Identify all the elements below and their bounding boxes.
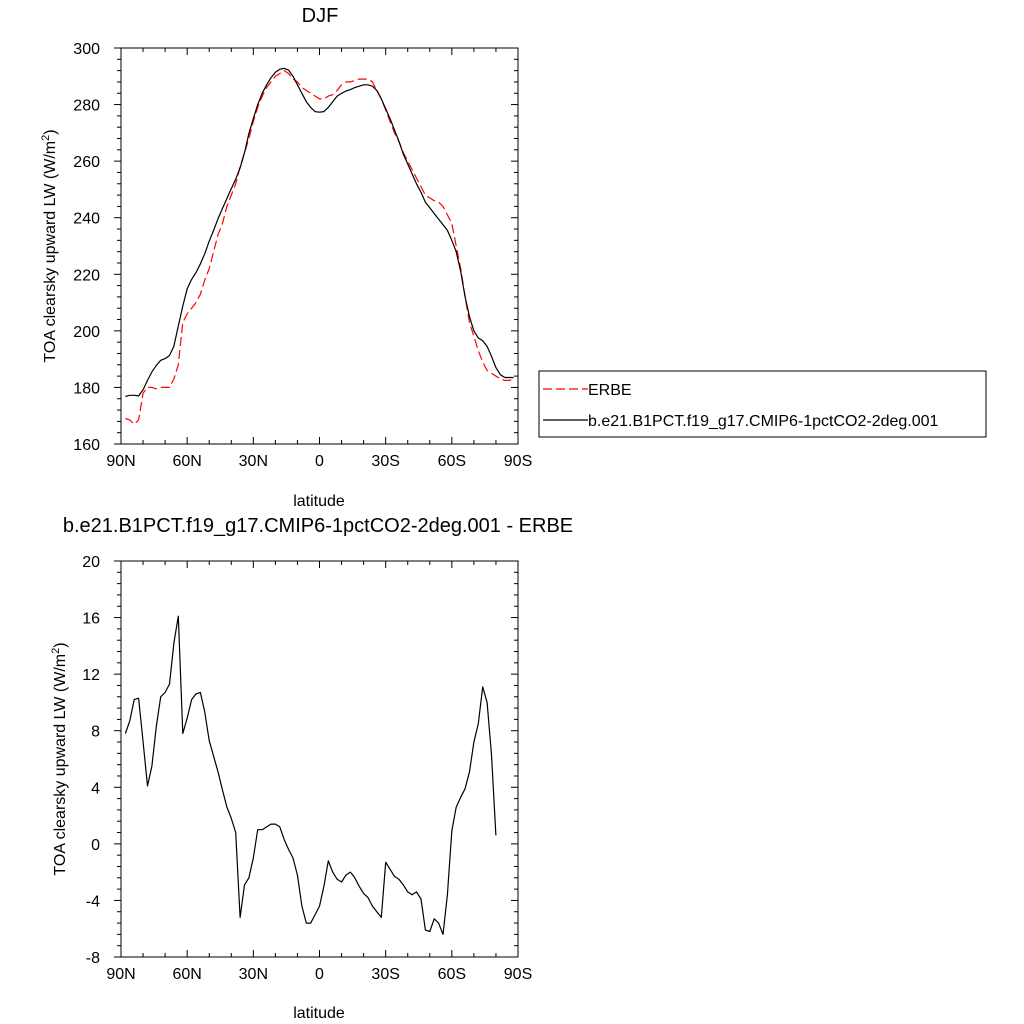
y-tick-label: 16 xyxy=(82,611,100,628)
y-tick-label: 240 xyxy=(73,211,100,228)
y-tick-label: 280 xyxy=(73,98,100,115)
x-tick-label: 60S xyxy=(438,453,466,470)
y-tick-label: 300 xyxy=(73,41,100,58)
bottom-y-axis-label-tail: ) xyxy=(52,642,69,647)
x-tick-label: 30S xyxy=(371,453,399,470)
x-tick-label: 60S xyxy=(438,966,466,983)
top-series xyxy=(125,67,514,425)
top-y-axis-label-tail: ) xyxy=(42,129,59,134)
x-tick-label: 60N xyxy=(172,966,201,983)
top-plot-frame xyxy=(120,47,519,445)
top-panel-title: DJF xyxy=(302,5,339,27)
bottom-ticks xyxy=(114,560,519,958)
x-tick-label: 90N xyxy=(106,966,135,983)
y-tick-label: 260 xyxy=(73,154,100,171)
top-series-line-erbe xyxy=(125,70,514,425)
bottom-tick-labels: 90N 60N 30N 0 30S 60S 90S -8 -4 0 4 8 12 16 20 xyxy=(82,554,532,983)
legend: ERBE b.e21.B1PCT.f19_g17.CMIP6-1pctCO2-2… xyxy=(538,370,987,438)
bottom-x-axis-label: latitude xyxy=(293,1005,345,1022)
y-tick-label: 4 xyxy=(91,780,100,797)
bottom-series xyxy=(124,615,497,935)
y-tick-label: 200 xyxy=(73,324,100,341)
y-tick-label: 220 xyxy=(73,267,100,284)
x-tick-label: 30N xyxy=(239,453,268,470)
x-tick-label: 30S xyxy=(371,966,399,983)
y-tick-label: -8 xyxy=(86,950,100,967)
bottom-y-axis-label-sup: 2 xyxy=(50,648,62,654)
x-tick-label: 90N xyxy=(106,453,135,470)
y-tick-label: 0 xyxy=(91,837,100,854)
bottom-y-axis-label: TOA clearsky upward LW (W/m2) xyxy=(50,642,69,875)
y-tick-label: 12 xyxy=(82,667,100,684)
top-series-line-b-e21-b1pct-f19-g17-cmip6-1pctco2-2deg-001 xyxy=(125,67,514,398)
top-y-axis-label-sup: 2 xyxy=(40,135,52,141)
y-tick-label: 8 xyxy=(91,724,100,741)
x-tick-label: 90S xyxy=(504,453,532,470)
x-tick-label: 90S xyxy=(504,966,532,983)
legend-label-model: b.e21.B1PCT.f19_g17.CMIP6-1pctCO2-2deg.0… xyxy=(588,413,939,430)
y-tick-label: -4 xyxy=(86,893,100,910)
legend-label-erbe: ERBE xyxy=(588,382,632,399)
bottom-panel-title: b.e21.B1PCT.f19_g17.CMIP6-1pctCO2-2deg.0… xyxy=(63,515,573,537)
y-tick-label: 180 xyxy=(73,380,100,397)
top-x-axis-label: latitude xyxy=(293,493,345,510)
y-tick-label: 160 xyxy=(73,437,100,454)
bottom-plot-frame xyxy=(120,560,519,958)
bottom-panel: b.e21.B1PCT.f19_g17.CMIP6-1pctCO2-2deg.0… xyxy=(50,515,573,1022)
top-tick-labels: 90N 60N 30N 0 30S 60S 90S 160 180 200 220 240 260 280… xyxy=(73,41,532,470)
bottom-y-axis-label-main: TOA clearsky upward LW (W/m xyxy=(52,654,69,876)
x-tick-label: 30N xyxy=(239,966,268,983)
top-ticks xyxy=(114,47,519,445)
x-tick-label: 60N xyxy=(172,453,201,470)
x-tick-label: 0 xyxy=(315,453,324,470)
top-y-axis-label-main: TOA clearsky upward LW (W/m xyxy=(42,141,59,363)
x-tick-label: 0 xyxy=(315,966,324,983)
top-y-axis-label: TOA clearsky upward LW (W/m2) xyxy=(40,129,59,362)
bottom-series-line-0 xyxy=(124,615,497,935)
legend-box xyxy=(538,370,987,438)
top-panel: DJF 90N 60N 30N 0 30S 60S 90S 160 180 200 220 240 26… xyxy=(40,5,532,510)
y-tick-label: 20 xyxy=(82,554,100,571)
